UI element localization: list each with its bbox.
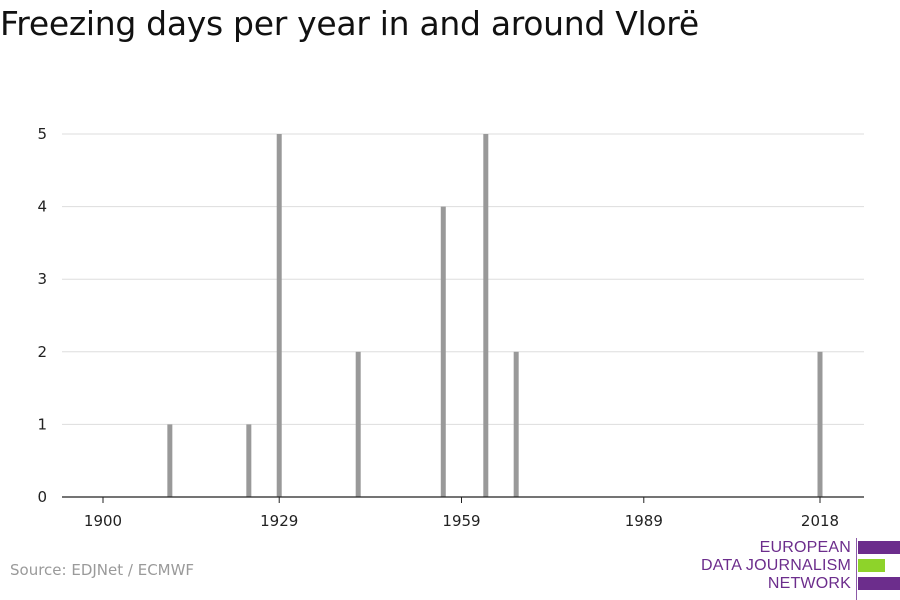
y-tick-label: 3 (37, 270, 47, 288)
bars (167, 134, 823, 497)
y-axis-tick-labels: 0 1 2 3 4 5 (37, 125, 47, 506)
logo-bar-purple-top (858, 541, 900, 554)
logo-bar-green (858, 559, 885, 572)
bar (276, 134, 282, 497)
logo-text-line-2: DATA JOURNALISM (701, 557, 851, 574)
logo-divider (856, 538, 857, 600)
logo-bar-purple-bottom (858, 577, 900, 590)
x-tick-label: 1959 (442, 512, 480, 530)
edjnet-logo: EUROPEAN DATA JOURNALISM NETWORK (700, 536, 900, 600)
bar (817, 351, 823, 497)
x-axis-ticks: 1900 1929 1959 1989 2018 (84, 497, 839, 530)
bar (513, 351, 519, 497)
x-tick-label: 1989 (625, 512, 663, 530)
gridlines (62, 133, 864, 425)
bar (167, 424, 173, 497)
bar (246, 424, 252, 497)
x-tick-label: 2018 (801, 512, 839, 530)
y-tick-label: 4 (37, 198, 47, 216)
y-tick-label: 1 (37, 415, 47, 433)
y-tick-label: 0 (37, 488, 47, 506)
y-tick-label: 2 (37, 343, 47, 361)
bar (440, 206, 446, 497)
bar (483, 134, 489, 497)
y-tick-label: 5 (37, 125, 47, 143)
x-tick-label: 1929 (260, 512, 298, 530)
x-tick-label: 1900 (84, 512, 122, 530)
chart-title: Freezing days per year in and around Vlo… (0, 4, 699, 43)
source-note: Source: EDJNet / ECMWF (10, 561, 195, 579)
logo-text-line-3: NETWORK (767, 575, 851, 592)
logo-text-line-1: EUROPEAN (759, 539, 851, 556)
bar-chart: 0 1 2 3 4 5 1900 1929 1959 1989 2018 (37, 125, 864, 530)
bar (355, 351, 361, 497)
